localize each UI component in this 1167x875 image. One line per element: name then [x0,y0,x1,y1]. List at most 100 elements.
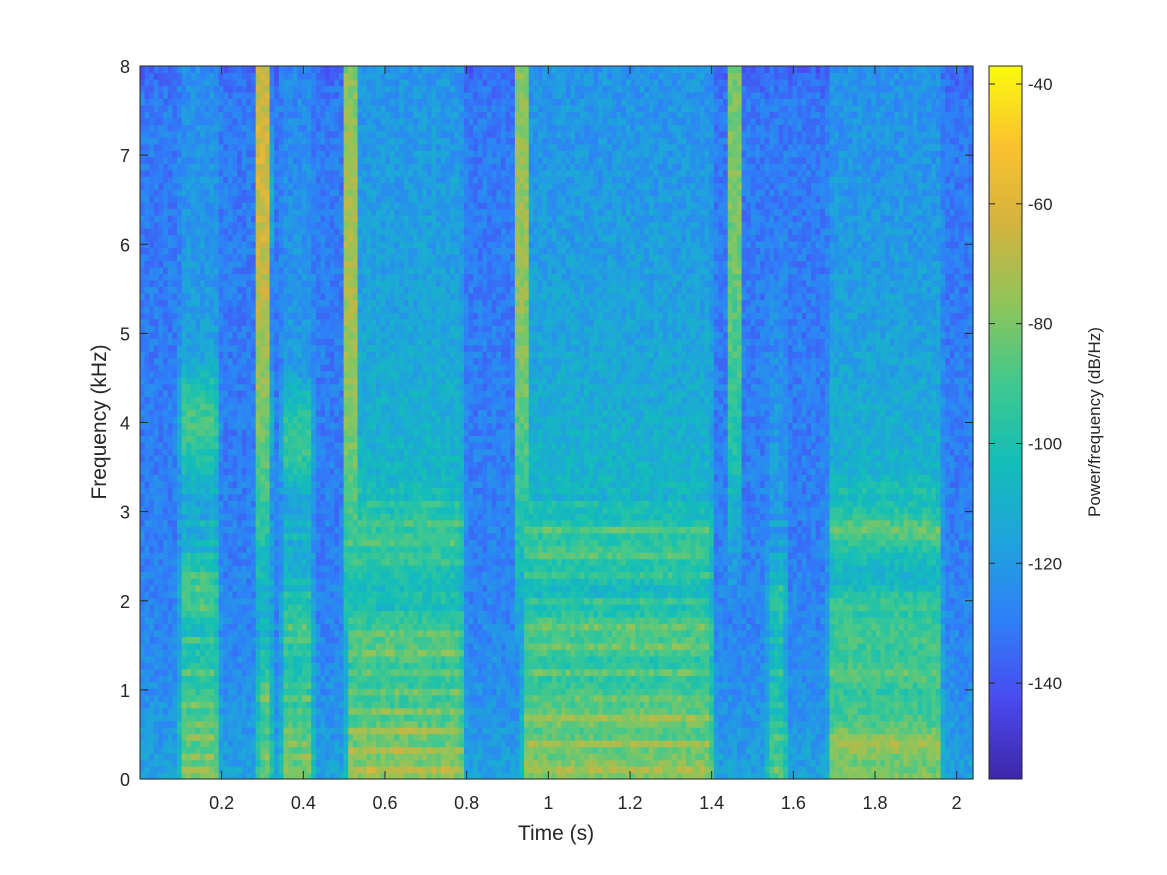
spectrogram-cell [144,675,150,683]
spectrogram-cell [301,513,308,521]
spectrogram-cell [237,338,243,346]
spectrogram-cell [177,169,183,177]
spectrogram-cell [278,662,285,670]
spectrogram-cell [329,344,335,352]
spectrogram-cell [163,441,169,450]
spectrogram-cell [283,124,289,132]
spectrogram-cell [343,474,349,482]
spectrogram-cell [172,241,178,249]
spectrogram-cell [283,513,289,521]
spectrogram-cell [241,493,248,501]
spectrogram-cell [153,292,160,300]
spectrogram-cell [232,513,238,521]
spectrogram-cell [269,403,275,411]
spectrogram-cell [200,78,206,87]
spectrogram-cell [315,565,322,573]
spectrogram-cell [163,331,169,339]
spectrogram-cell [301,344,308,352]
spectrogram-cell [251,344,257,352]
spectrogram-cell [329,91,335,100]
spectrogram-cell [227,156,234,164]
spectrogram-cell [163,370,169,378]
spectrogram-cell [283,253,289,262]
spectrogram-cell [269,377,275,385]
spectrogram-cell [153,526,160,534]
spectrogram-cell [269,331,275,339]
spectrogram-cell [241,753,248,761]
spectrogram-cell [172,215,178,223]
spectrogram-cell [283,279,289,287]
spectrogram-cell [204,253,211,262]
spectrogram-cell [167,331,173,339]
spectrogram-cell [269,539,275,547]
spectrogram-cell [320,104,326,112]
spectrogram-cell [241,668,248,676]
spectrogram-cell [181,241,187,249]
spectrogram-cell [288,344,294,352]
spectrogram-cell [237,740,243,748]
spectrogram-cell [334,623,340,631]
spectrogram-cell [255,616,261,625]
spectrogram-cell [177,701,183,709]
spectrogram-cell [320,461,326,469]
spectrogram-cell [292,526,298,534]
spectrogram-cell [292,208,298,216]
spectrogram-cell [177,668,183,676]
spectrogram-cell [320,571,326,579]
spectrogram-cell [140,610,146,618]
spectrogram-cell [144,403,150,411]
spectrogram-cell [264,409,271,417]
spectrogram-cell [227,104,234,112]
spectrogram-cell [195,403,201,411]
spectrogram-cell [255,104,261,112]
spectrogram-cell [214,571,220,579]
spectrogram-cell [167,422,173,430]
spectrogram-cell [246,228,252,236]
spectrogram-cell [167,286,173,294]
spectrogram-cell [297,117,303,125]
spectrogram-cell [186,286,192,294]
spectrogram-cell [181,234,187,242]
spectrogram-cell [255,467,261,475]
spectrogram-cell [306,565,312,573]
spectrogram-cell [177,623,183,631]
spectrogram-cell [278,681,285,689]
spectrogram-cell [278,370,285,378]
spectrogram-cell [223,727,229,735]
spectrogram-cell [144,409,150,417]
spectrogram-cell [241,467,248,475]
spectrogram-cell [172,552,178,560]
spectrogram-cell [177,753,183,761]
spectrogram-cell [227,111,234,119]
spectrogram-cell [338,766,345,774]
spectrogram-cell [241,221,248,229]
spectrogram-cell [177,156,183,164]
spectrogram-cell [190,416,197,424]
spectrogram-cell [315,292,322,300]
spectrogram-cell [325,532,331,540]
spectrogram-cell [343,208,349,216]
spectrogram-cell [315,707,322,715]
spectrogram-cell [172,461,178,469]
spectrogram-cell [190,441,197,450]
spectrogram-cell [186,578,192,586]
spectrogram-cell [329,616,335,625]
spectrogram-cell [195,422,201,430]
spectrogram-cell [320,351,326,359]
spectrogram-cell [274,603,280,612]
spectrogram-cell [181,215,187,223]
spectrogram-cell [283,182,289,190]
spectrogram-cell [140,623,146,631]
spectrogram-cell [306,370,312,378]
spectrogram-cell [149,176,155,184]
spectrogram-cell [223,305,229,313]
spectrogram-cell [246,390,252,398]
spectrogram-cell [218,487,224,495]
spectrogram-cell [200,539,206,547]
spectrogram-cell [177,143,183,151]
spectrogram-cell [260,571,266,579]
spectrogram-cell [237,202,243,210]
spectrogram-cell [204,91,211,100]
spectrogram-cell [223,610,229,618]
spectrogram-cell [320,616,326,625]
